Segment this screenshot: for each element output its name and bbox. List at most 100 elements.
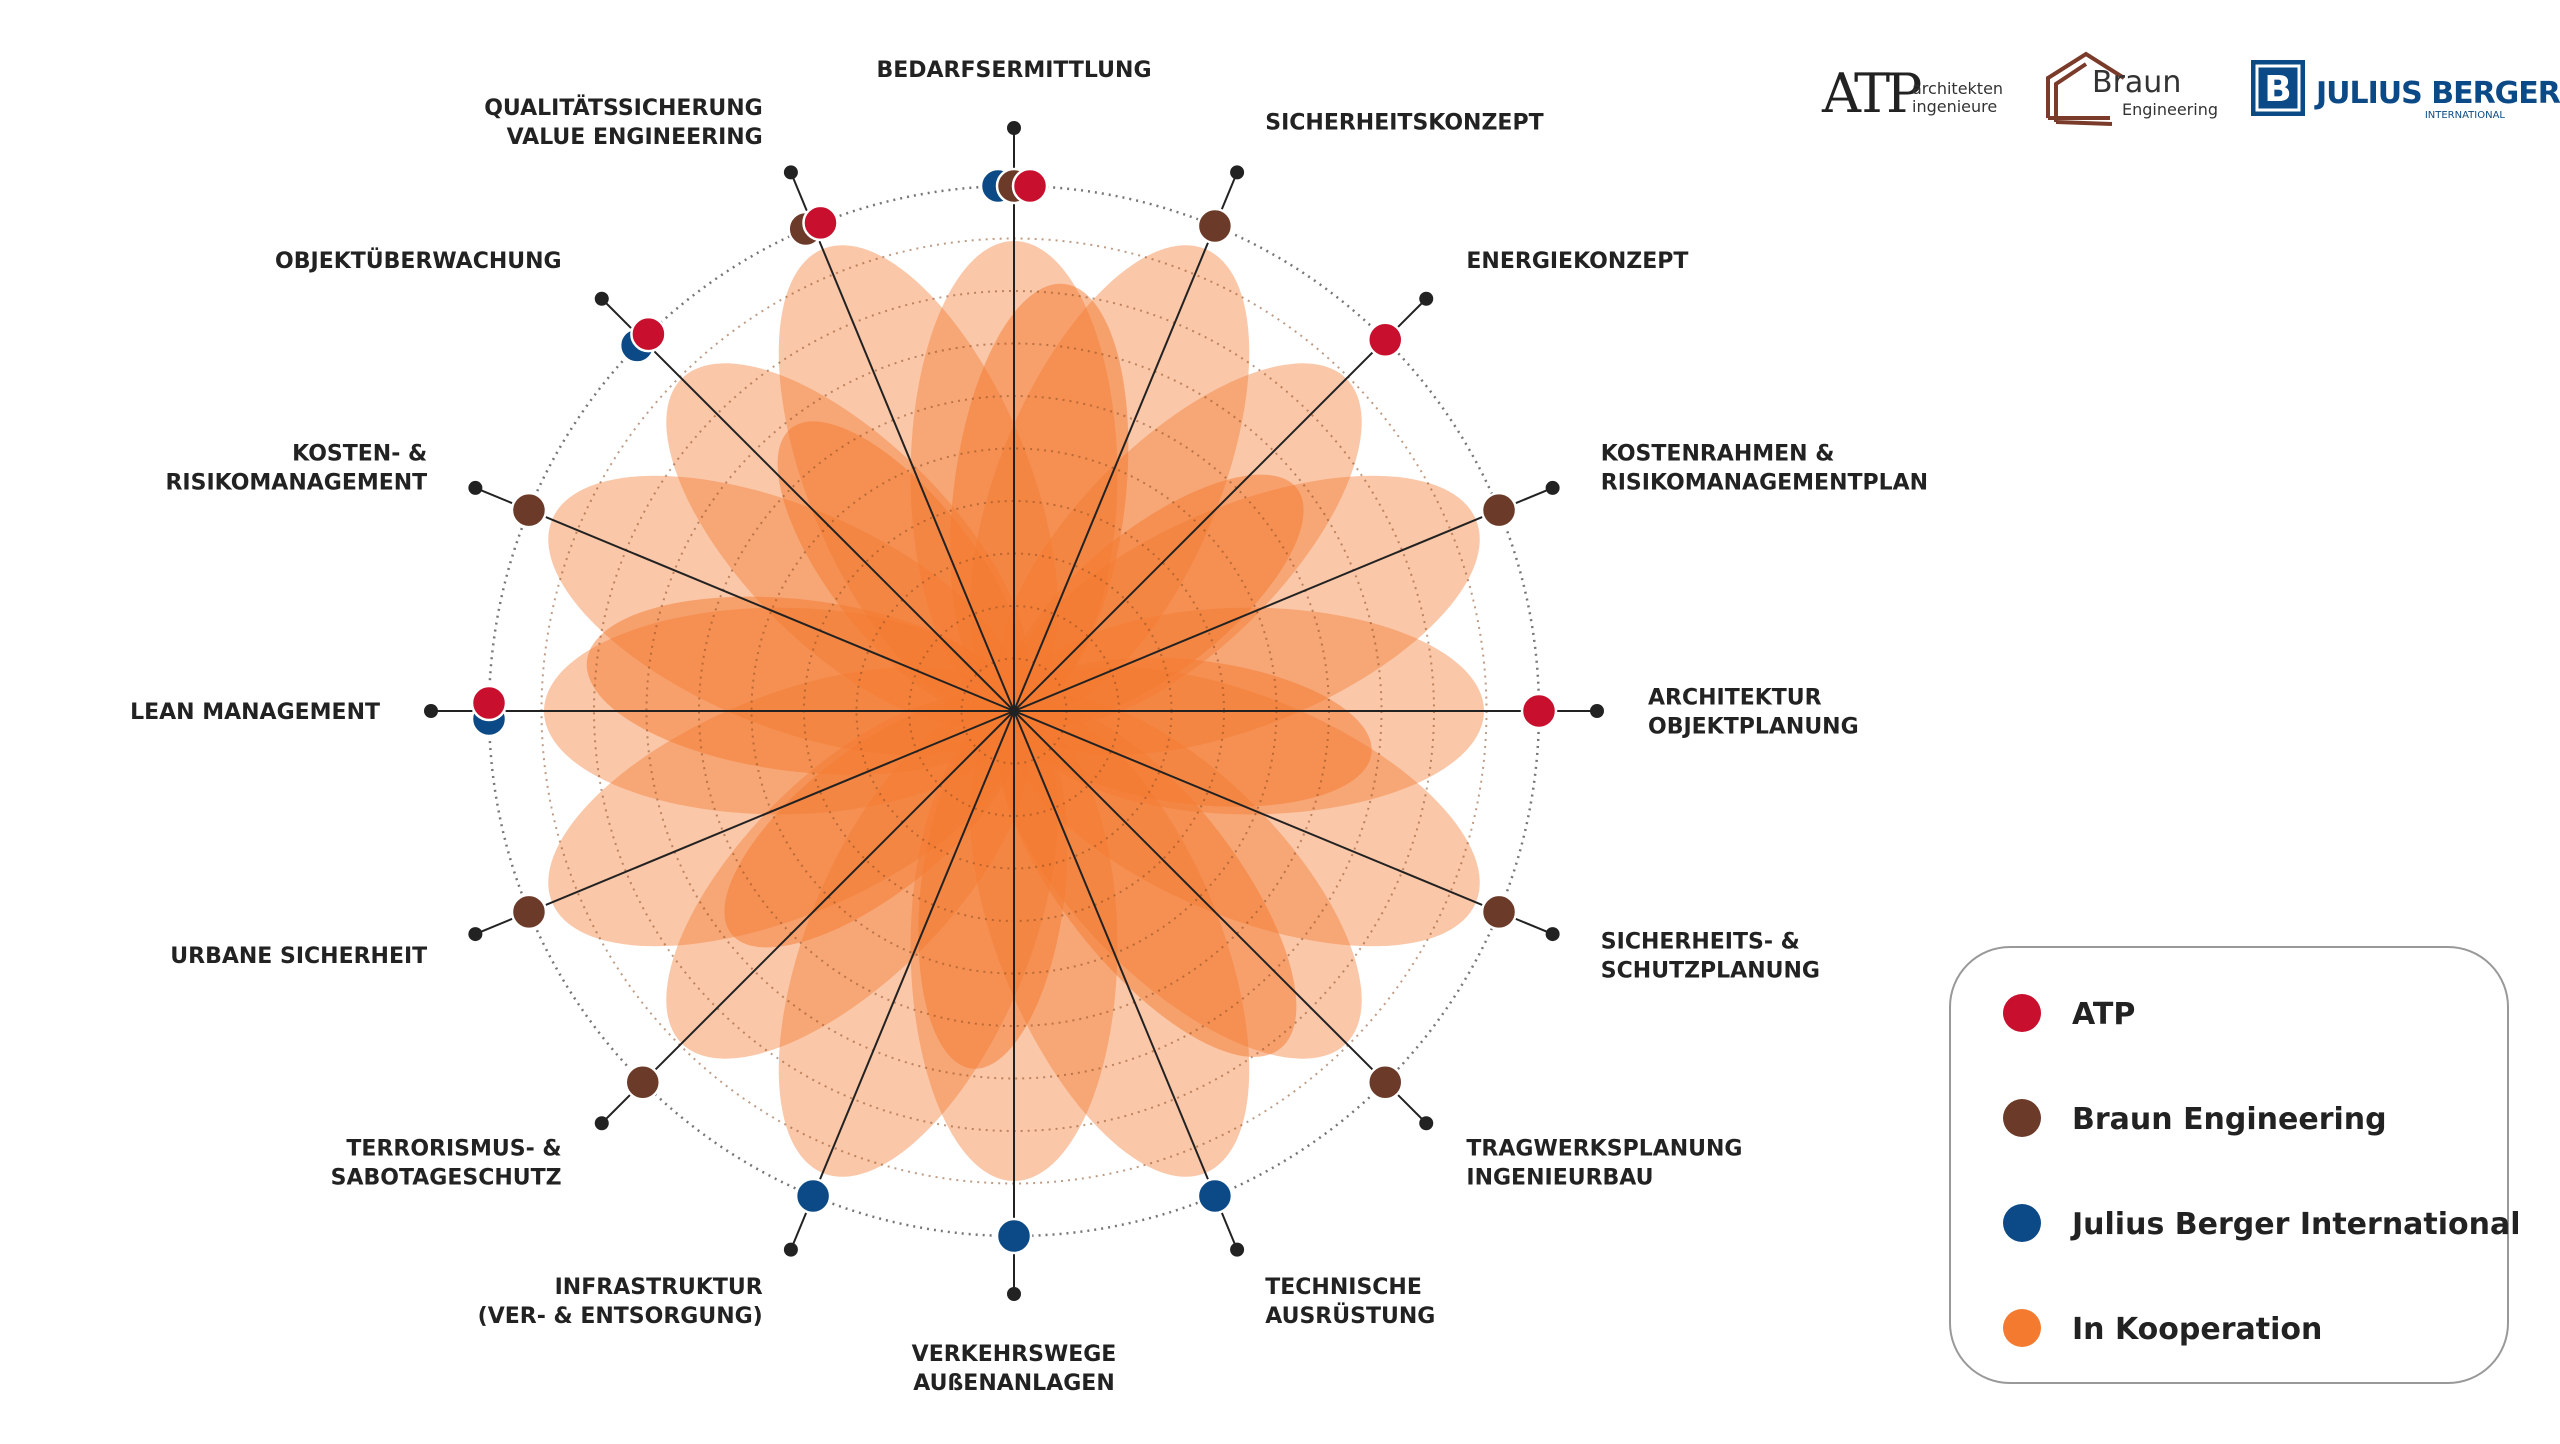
petal-dark <box>997 702 1297 1057</box>
partner-dot <box>470 684 508 722</box>
spoke-end <box>424 704 438 718</box>
logo-atp: ATP architekten ingenieure <box>1821 62 2003 125</box>
spoke <box>1013 171 1239 712</box>
spoke-end <box>594 1116 609 1131</box>
legend-label: Braun Engineering <box>2072 1102 2387 1137</box>
logo-text: JULIUS BERGER <box>2314 76 2560 111</box>
petal-dark <box>1007 474 1304 725</box>
category-label: AUßENANLAGEN <box>913 1371 1114 1396</box>
category-label: VALUE ENGINEERING <box>507 125 763 150</box>
spoke <box>1013 298 1427 712</box>
spoke-end <box>1230 165 1245 180</box>
logo-icon <box>2255 64 2301 112</box>
category-label: OBJEKTÜBERWACHUNG <box>275 248 562 274</box>
logo-text: Engineering <box>2122 100 2218 119</box>
partner-dot <box>802 204 839 242</box>
logo-text: INTERNATIONAL <box>2425 110 2506 121</box>
category-label: URBANE SICHERHEIT <box>170 944 427 969</box>
spoke-end <box>1545 480 1560 495</box>
category-label: RISIKOMANAGEMENT <box>165 470 427 495</box>
spoke <box>601 710 1015 1124</box>
legend-box <box>1949 946 2509 1384</box>
spoke-end <box>1007 121 1021 135</box>
spoke <box>1013 486 1554 712</box>
logo-icon <box>2251 60 2305 116</box>
spoke <box>1013 710 1239 1251</box>
logo-text: architekten <box>1912 79 2003 98</box>
spoke <box>1013 710 1427 1124</box>
category-label: LEAN MANAGEMENT <box>130 700 380 725</box>
partner-dot <box>794 1177 832 1215</box>
category-label: RISIKOMANAGEMENTPLAN <box>1601 470 1928 495</box>
spoke <box>474 486 1015 712</box>
legend-dot <box>2003 1309 2041 1347</box>
legend-dot <box>2003 1099 2041 1137</box>
logo-icon <box>2046 51 2126 126</box>
category-label: TERRORISMUS- & <box>346 1137 561 1162</box>
partner-dot <box>1366 1063 1404 1101</box>
spoke-end <box>1545 927 1560 942</box>
spoke-end <box>1419 291 1434 306</box>
category-label: AUSRÜSTUNG <box>1265 1303 1435 1329</box>
spoke-end <box>594 291 609 306</box>
partner-dot <box>995 1217 1033 1255</box>
category-label: TECHNISCHE <box>1265 1275 1422 1300</box>
legend-label: Julius Berger International <box>2070 1207 2521 1242</box>
category-label: INFRASTRUKTUR <box>555 1275 763 1300</box>
spoke-end <box>468 927 483 942</box>
spoke <box>1013 710 1554 936</box>
category-label: ARCHITEKTUR <box>1648 686 1822 711</box>
legend-label: In Kooperation <box>2072 1312 2322 1347</box>
category-label: BEDARFSERMITTLUNG <box>876 58 1151 83</box>
logo-mark: ATP <box>1821 62 1921 125</box>
partner-dot <box>1196 207 1234 245</box>
category-label: SICHERHEITS- & <box>1601 930 1800 955</box>
category-label: SCHUTZPLANUNG <box>1601 959 1820 984</box>
legend-dot <box>2003 1204 2041 1242</box>
category-label: KOSTENRAHMEN & <box>1601 441 1835 466</box>
category-label: TRAGWERKSPLANUNG <box>1466 1137 1742 1162</box>
category-label: ENERGIEKONZEPT <box>1466 249 1688 274</box>
category-label: QUALITÄTSSICHERUNG <box>484 95 763 121</box>
spoke-end <box>1419 1116 1434 1131</box>
spoke-end <box>1230 1242 1245 1257</box>
partner-dot <box>510 491 548 529</box>
partner-dot <box>1480 491 1518 529</box>
spoke <box>789 171 1015 712</box>
spoke <box>789 710 1015 1251</box>
spokes <box>424 121 1604 1301</box>
legend: ATP Braun Engineering Julius Berger Intern… <box>2003 994 2521 1347</box>
logo-jb: B JULIUS BERGER INTERNATIONAL <box>2251 60 2560 121</box>
category-label: KOSTEN- & <box>292 441 427 466</box>
partner-dot <box>1196 1177 1234 1215</box>
legend-label: ATP <box>2072 997 2135 1032</box>
partner-dot <box>1520 692 1558 730</box>
labels: BEDARFSERMITTLUNG SICHERHEITSKONZEPT ENERG… <box>130 58 1928 1396</box>
category-label: SABOTAGESCHUTZ <box>331 1166 562 1191</box>
spoke-end <box>1007 1287 1021 1301</box>
partner-dot <box>510 893 548 931</box>
spoke <box>601 298 1015 712</box>
spoke <box>474 710 1015 936</box>
partner-dot <box>1366 321 1404 359</box>
partner-dot <box>1011 167 1049 205</box>
partner-dot <box>624 1063 662 1101</box>
logo-text: Braun <box>2092 65 2181 100</box>
logo-text: ingenieure <box>1912 97 1997 116</box>
partner-dot <box>630 315 667 353</box>
partner-dot <box>1480 893 1518 931</box>
spoke-end <box>783 1242 798 1257</box>
spoke-end <box>1590 704 1604 718</box>
petal-dark <box>777 421 1028 718</box>
legend-dot <box>2003 994 2041 1032</box>
category-label: OBJEKTPLANUNG <box>1648 715 1859 740</box>
category-label: INGENIEURBAU <box>1466 1166 1653 1191</box>
logo-mark: B <box>2264 69 2291 110</box>
category-label: SICHERHEITSKONZEPT <box>1265 111 1543 136</box>
logo-braun: Braun Engineering <box>2046 51 2218 126</box>
spoke-end <box>783 165 798 180</box>
category-label: (VER- & ENTSORGUNG) <box>478 1304 763 1329</box>
spoke-end <box>468 480 483 495</box>
